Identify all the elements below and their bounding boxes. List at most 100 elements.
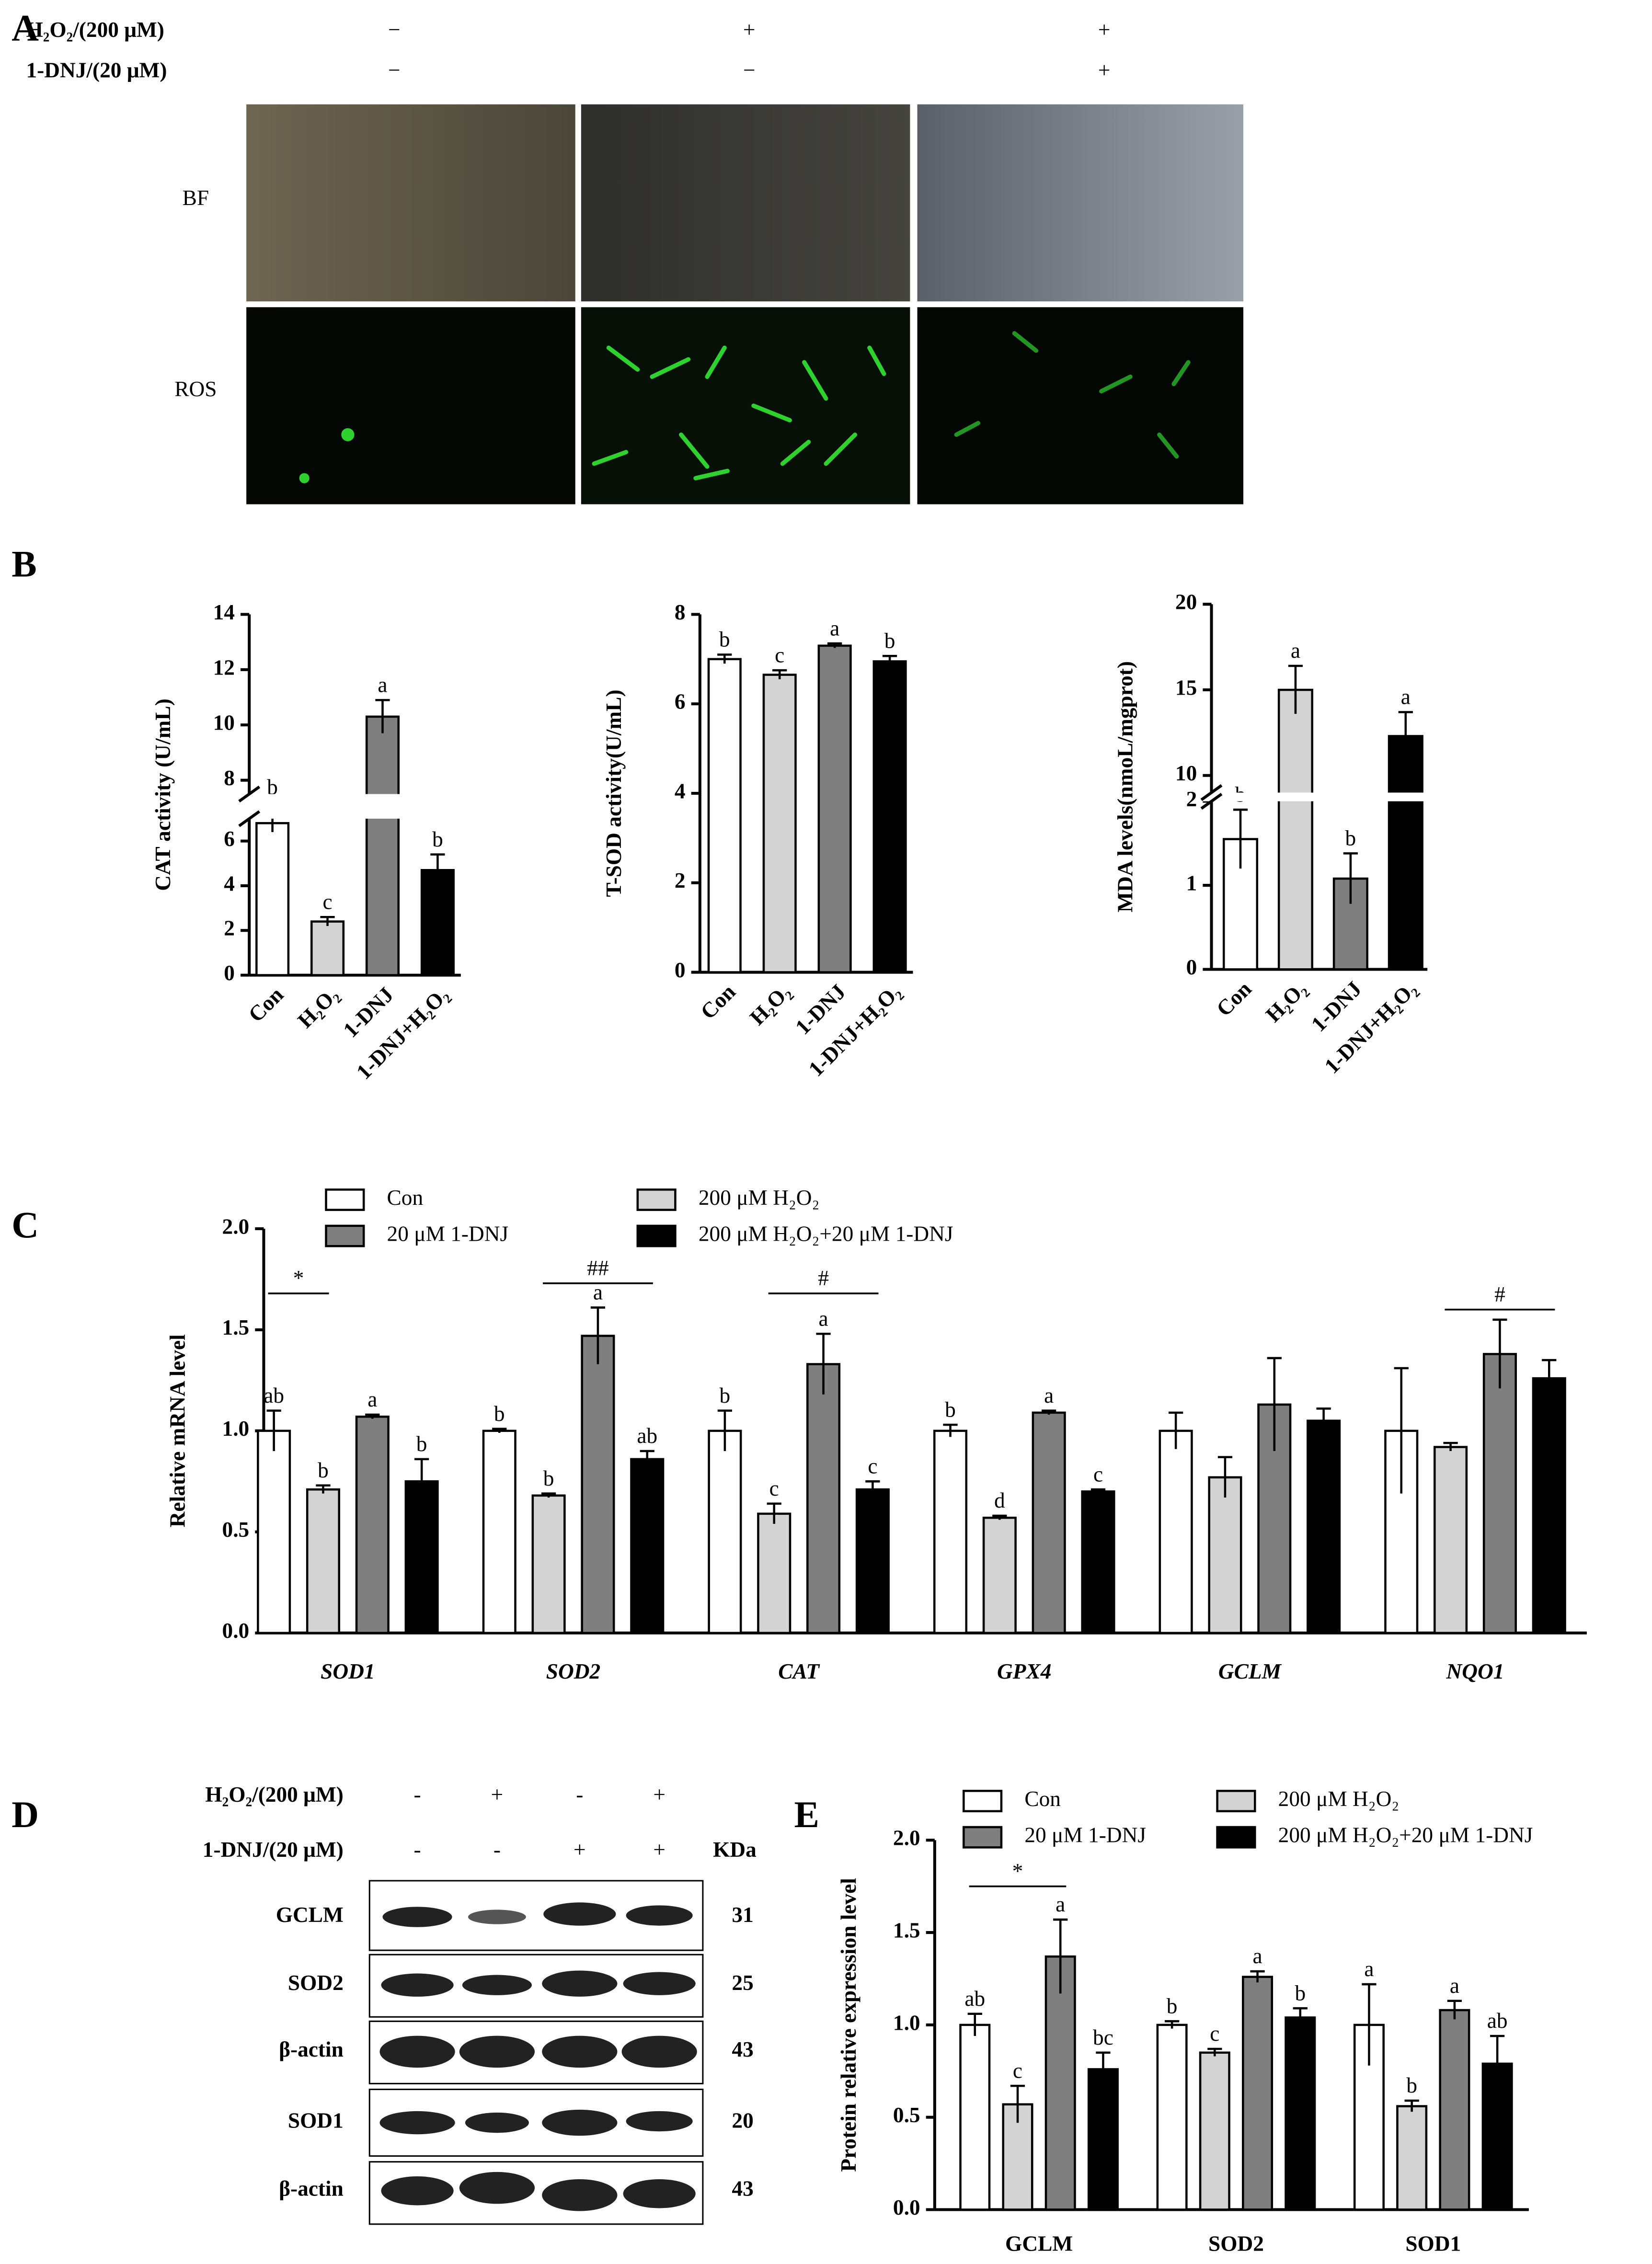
bar — [482, 1429, 516, 1635]
x-tick-label: CAT — [778, 1659, 820, 1683]
significance-letter: c — [1093, 1462, 1103, 1486]
bar — [708, 1429, 742, 1635]
bar — [757, 1512, 792, 1635]
significance-letter: a — [1252, 1944, 1262, 1968]
condition-sign: + — [1098, 18, 1111, 42]
significance-letter: c — [322, 890, 332, 914]
y-axis-label: CAT activity (U/mL) — [151, 698, 175, 891]
condition-sign: − — [388, 18, 401, 42]
x-tick-label: SOD1 — [1405, 2232, 1461, 2256]
bar — [933, 1429, 968, 1635]
significance-mark: * — [1012, 1859, 1023, 1883]
blot-name: β-actin — [279, 2177, 344, 2201]
bar — [1439, 2009, 1470, 2211]
legend-label: Con — [1024, 1787, 1061, 1811]
bar — [257, 1429, 291, 1635]
condition-sign: + — [653, 1838, 665, 1862]
bar — [1396, 2105, 1428, 2211]
y-tick-label: 2 — [1186, 787, 1197, 811]
bar — [817, 644, 852, 973]
condition-sign: + — [574, 1838, 586, 1862]
ros-image — [246, 307, 575, 504]
bar — [806, 1363, 841, 1635]
y-tick-label: 1.0 — [893, 2011, 920, 2035]
condition-sign: - — [493, 1838, 501, 1862]
axis-break — [1200, 792, 1428, 801]
y-tick-label: 12 — [213, 655, 235, 679]
y-tick-label: 0.0 — [222, 1619, 250, 1643]
bar — [1434, 1446, 1468, 1635]
legend-swatch — [963, 1826, 1003, 1849]
blot-kda: 43 — [732, 2177, 753, 2201]
significance-letter: b — [719, 628, 730, 652]
x-tick-label: GCLM — [1218, 1659, 1282, 1683]
significance-letter: ab — [964, 1987, 985, 2011]
y-tick-label: 1.5 — [893, 1918, 920, 1942]
ros-signal — [299, 331, 1191, 483]
y-tick-label: 4 — [675, 779, 686, 803]
y-tick-label: 0 — [224, 961, 235, 985]
significance-letter: c — [769, 1476, 779, 1500]
y-tick-label: 2 — [675, 869, 686, 892]
significance-mark: # — [818, 1266, 829, 1290]
x-tick-label: SOD1 — [321, 1659, 375, 1683]
x-tick-label: Con — [244, 983, 288, 1027]
panel-label: A — [11, 8, 39, 49]
legend-label: 200 μM H₂O₂ — [699, 1186, 820, 1210]
significance-letter: b — [267, 775, 278, 799]
ros-image — [581, 307, 910, 504]
significance-letter: b — [1295, 1981, 1306, 2005]
y-tick-label: 0 — [1186, 955, 1197, 979]
panel-label: C — [11, 1204, 39, 1246]
bar — [255, 822, 290, 976]
y-tick-label: 10 — [213, 711, 235, 735]
bar — [404, 1480, 439, 1635]
condition-sign: - — [576, 1783, 583, 1807]
significance-letter: b — [416, 1432, 427, 1456]
significance-mark: ## — [587, 1256, 608, 1280]
y-tick-label: 6 — [224, 827, 235, 851]
blot-name: GCLM — [276, 1903, 344, 1927]
condition-sign: − — [388, 58, 401, 82]
significance-letter: a — [367, 1387, 377, 1411]
bar — [310, 920, 345, 976]
y-tick-label: 1.5 — [222, 1315, 250, 1339]
legend-swatch — [1216, 1826, 1256, 1849]
x-tick-label: H₂O₂ — [745, 980, 795, 1029]
image-row-label: BF — [183, 186, 209, 210]
x-tick-label: GCLM — [1005, 2232, 1073, 2256]
bar — [630, 1458, 665, 1635]
significance-letter: a — [1401, 685, 1411, 709]
condition-sign: + — [1098, 58, 1111, 82]
significance-letter: b — [884, 629, 895, 653]
x-tick-label: GPX4 — [997, 1659, 1051, 1683]
x-tick-label: NQO1 — [1446, 1659, 1504, 1683]
bar — [1159, 1429, 1193, 1635]
bar — [707, 658, 742, 973]
x-tick-label: Con — [696, 980, 740, 1024]
significance-letter: b — [543, 1466, 554, 1490]
bar — [306, 1488, 341, 1635]
y-tick-label: 1.0 — [222, 1417, 250, 1441]
condition-sign: + — [491, 1783, 504, 1807]
y-tick-label: 2.0 — [222, 1214, 250, 1238]
significance-letter: c — [1013, 2058, 1022, 2082]
break-mark — [238, 810, 261, 827]
significance-letter: b — [945, 1397, 956, 1421]
significance-letter: c — [1210, 2022, 1219, 2046]
axis-break — [238, 794, 461, 819]
legend-swatch — [636, 1188, 677, 1211]
bar — [420, 869, 455, 976]
bar — [531, 1494, 566, 1635]
panel-label: E — [794, 1794, 819, 1836]
significance-letter: b — [1406, 2073, 1417, 2097]
significance-letter: c — [775, 643, 784, 667]
ros-image — [917, 307, 1244, 504]
x-tick-label: H₂O₂ — [293, 983, 343, 1032]
significance-letter: a — [593, 1281, 603, 1304]
significance-letter: b — [432, 827, 443, 851]
significance-letter: b — [1345, 826, 1356, 850]
legend-swatch — [325, 1188, 365, 1211]
x-tick-label: SOD2 — [1208, 2232, 1264, 2256]
y-tick-label: 0.5 — [893, 2103, 920, 2127]
